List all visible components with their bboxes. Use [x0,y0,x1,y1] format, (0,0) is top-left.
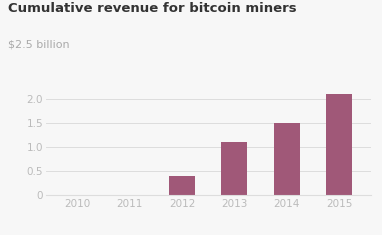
Text: $2.5 billion: $2.5 billion [8,40,69,50]
Bar [274,123,300,195]
Text: Cumulative revenue for bitcoin miners: Cumulative revenue for bitcoin miners [8,2,296,15]
Bar [169,176,195,195]
Bar [221,142,248,195]
Bar [326,94,352,195]
